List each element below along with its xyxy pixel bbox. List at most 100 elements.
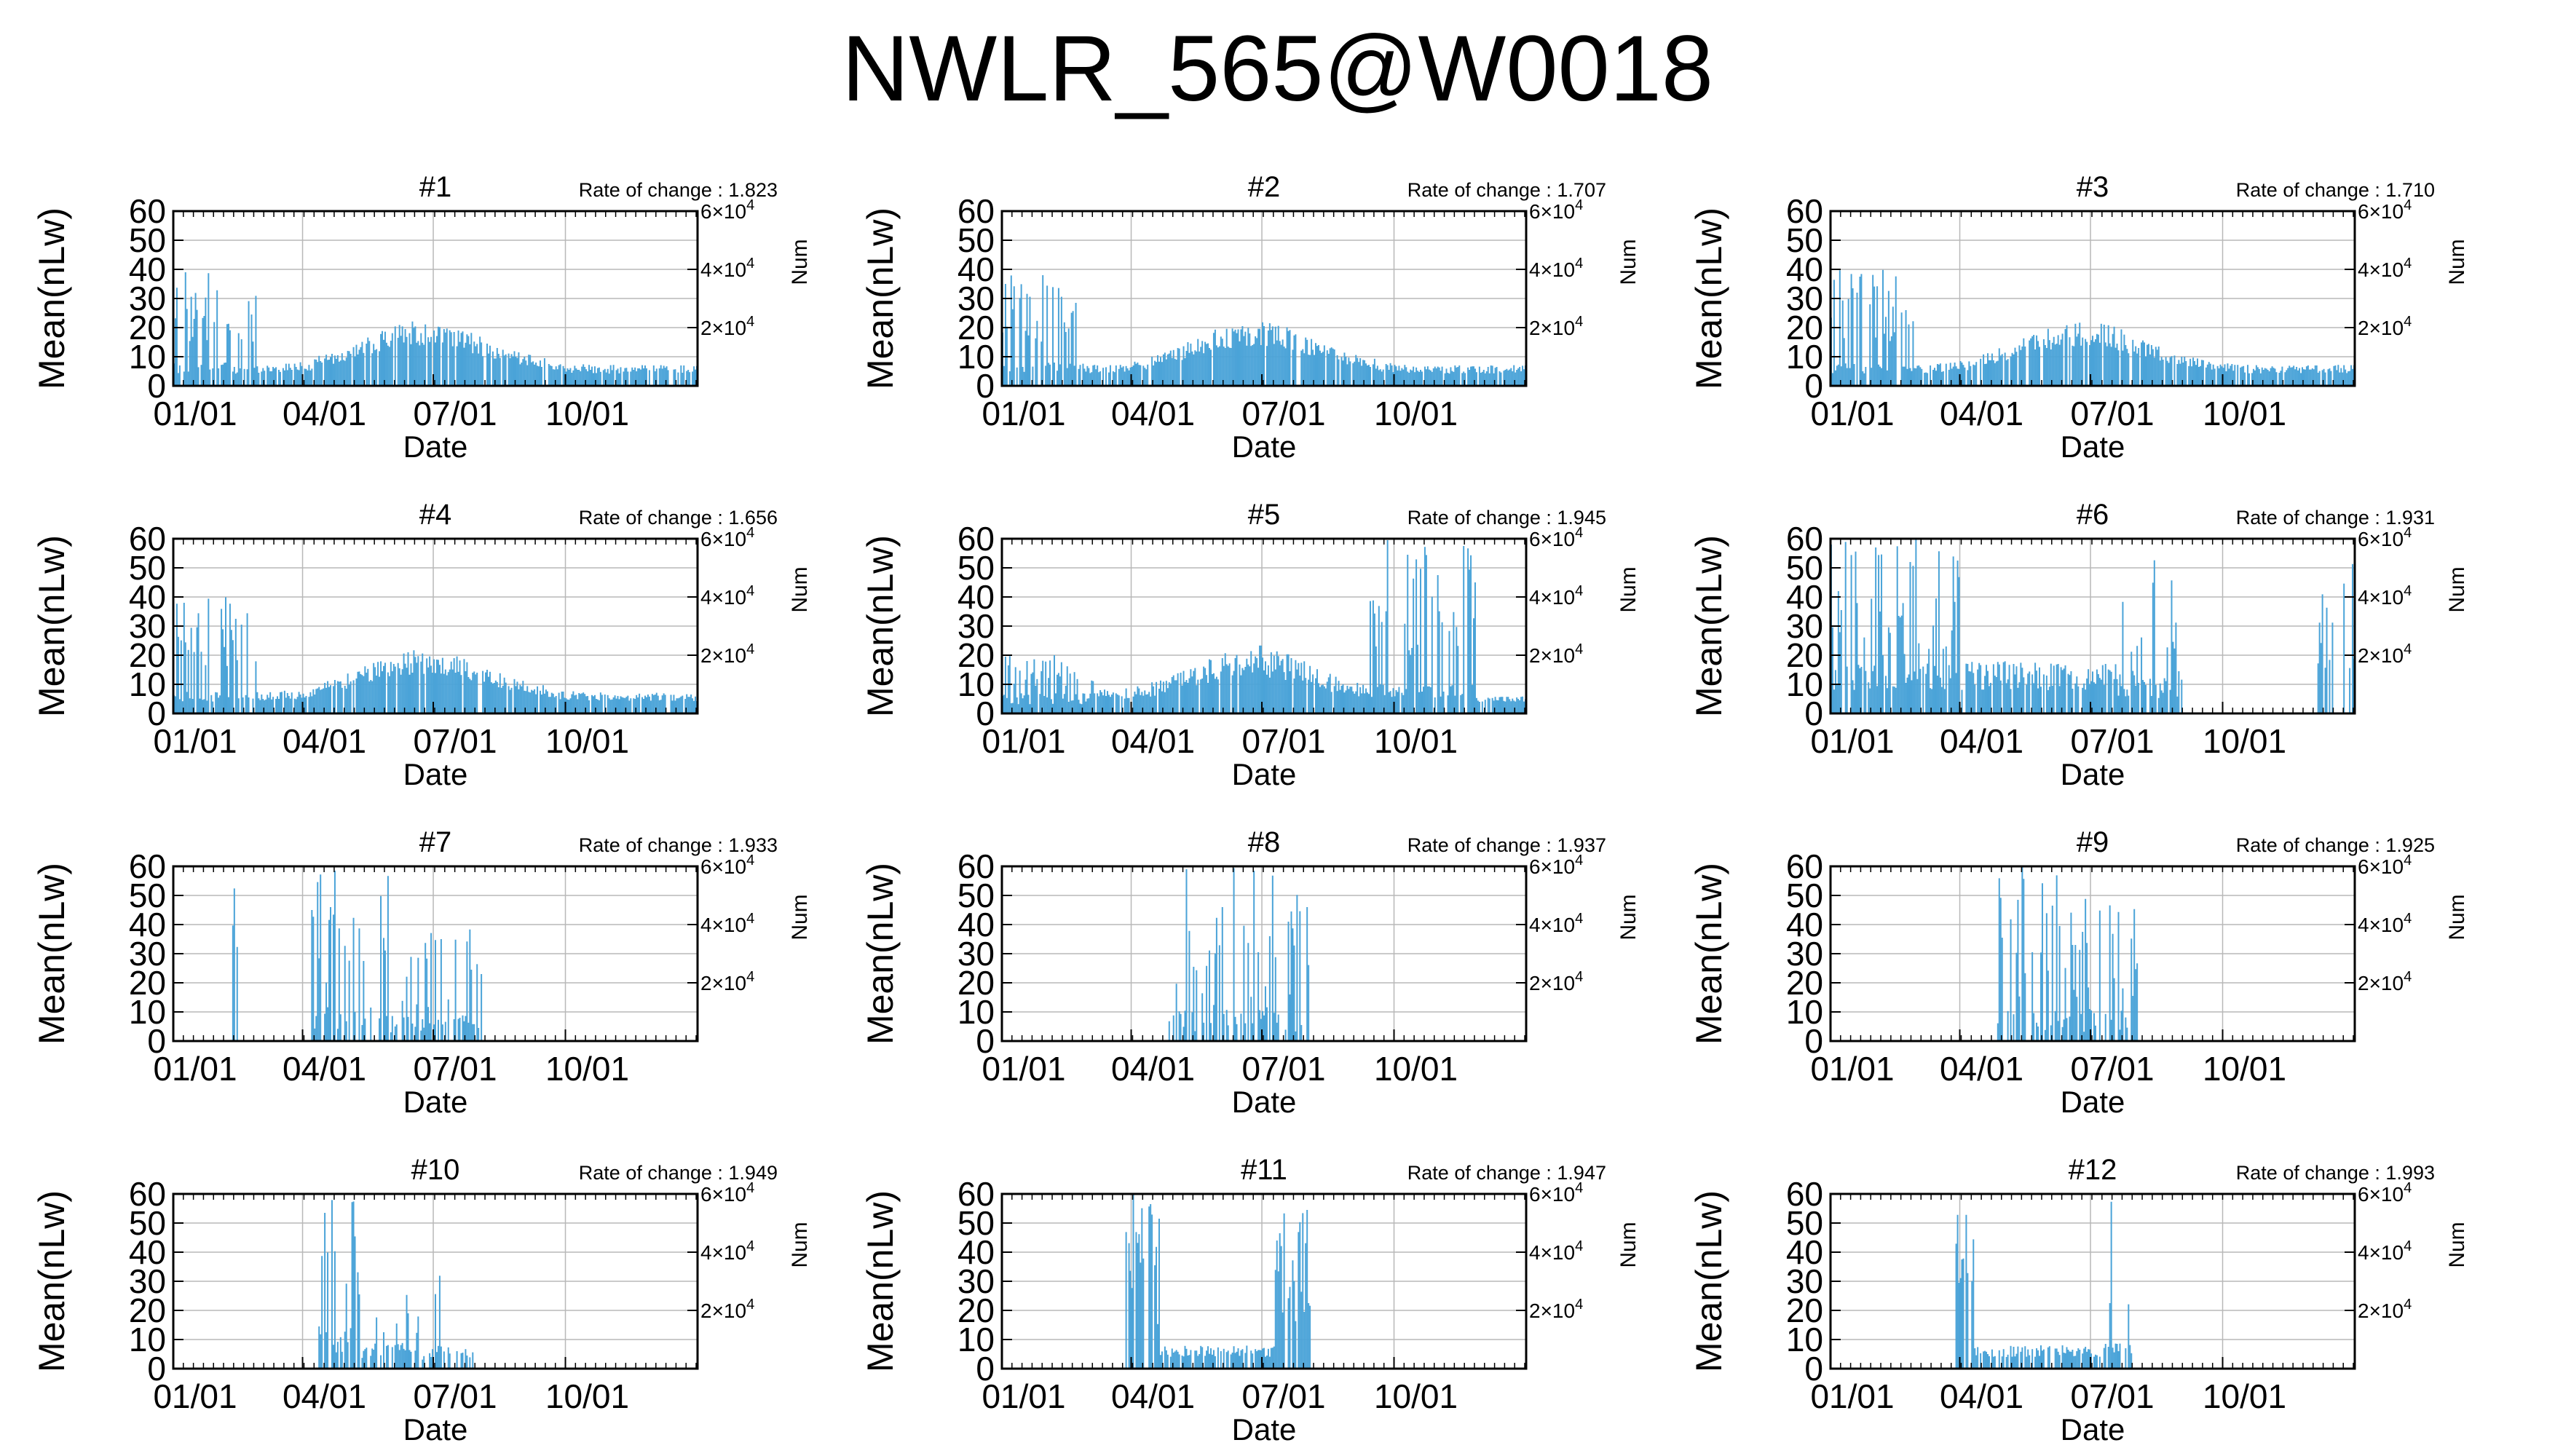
y-tick-label: 50 (129, 221, 166, 259)
y-tick-label: 30 (957, 607, 995, 645)
y-tick-label: 0 (976, 695, 995, 732)
y2-tick-label: 2×104 (1529, 641, 1583, 667)
x-axis-label: Date (1232, 1085, 1297, 1119)
y2-tick-label: 6×104 (700, 197, 754, 223)
y-tick-label: 40 (957, 906, 995, 943)
x-axis-label: Date (1232, 757, 1297, 791)
panel-title: #2 (1248, 171, 1281, 203)
x-tick-label: 07/01 (2070, 395, 2154, 432)
y-tick-label: 20 (957, 964, 995, 1002)
x-tick-label: 07/01 (1241, 395, 1325, 432)
y-tick-label: 10 (1786, 665, 1823, 703)
x-tick-label: 10/01 (545, 722, 629, 760)
y-tick-label: 50 (129, 1204, 166, 1242)
y-tick-label: 20 (1786, 964, 1823, 1002)
y2-tick-label: 2×104 (700, 314, 754, 339)
y-tick-label: 40 (957, 250, 995, 288)
x-tick-label: 01/01 (1810, 722, 1894, 760)
panel-title: #6 (2077, 499, 2109, 531)
rate-of-change-label: Rate of change : 1.937 (1407, 834, 1606, 856)
x-tick-label: 07/01 (2070, 1377, 2154, 1415)
y2-tick-label: 2×104 (2358, 1297, 2412, 1322)
y-tick-label: 30 (1786, 935, 1823, 973)
y-axis-label: Mean(nLw) (860, 863, 901, 1045)
y-tick-label: 30 (957, 280, 995, 317)
y-axis-label: Mean(nLw) (31, 535, 72, 717)
y-tick-label: 10 (1786, 993, 1823, 1031)
panel-title: #12 (2069, 1154, 2117, 1186)
y2-tick-label: 4×104 (2358, 911, 2412, 936)
x-tick-label: 04/01 (1111, 395, 1195, 432)
x-tick-label: 04/01 (1111, 722, 1195, 760)
y2-tick-label: 2×104 (700, 969, 754, 994)
rate-of-change-label: Rate of change : 1.823 (579, 179, 778, 201)
y2-tick-label: 6×104 (1529, 197, 1583, 223)
y-tick-label: 40 (1786, 906, 1823, 943)
x-tick-label: 07/01 (1241, 722, 1325, 760)
x-tick-label: 07/01 (2070, 1050, 2154, 1088)
x-tick-label: 04/01 (283, 1050, 366, 1088)
x-axis-label: Date (403, 1085, 468, 1119)
y2-tick-label: 4×104 (1529, 256, 1583, 281)
y-tick-label: 10 (957, 993, 995, 1031)
y-tick-label: 30 (129, 607, 166, 645)
y2-tick-label: 4×104 (700, 583, 754, 609)
y-tick-label: 50 (1786, 877, 1823, 914)
x-axis-label: Date (403, 430, 468, 464)
y-tick-label: 40 (129, 1233, 166, 1271)
x-tick-label: 01/01 (153, 395, 237, 432)
page-title: NWLR_565@W0018 (841, 17, 1714, 121)
rate-of-change-label: Rate of change : 1.656 (579, 507, 778, 529)
y2-tick-label: 4×104 (2358, 1238, 2412, 1264)
y-tick-label: 40 (957, 578, 995, 616)
x-axis-label: Date (2061, 430, 2125, 464)
panel-title: #4 (419, 499, 452, 531)
y2-axis-label: Num (2445, 566, 2469, 612)
y-tick-label: 10 (957, 1321, 995, 1358)
y-tick-label: 50 (129, 549, 166, 587)
x-tick-label: 10/01 (545, 1050, 629, 1088)
panel-title: #9 (2077, 826, 2109, 858)
y2-axis-label: Num (788, 566, 812, 612)
y-tick-label: 30 (1786, 607, 1823, 645)
x-tick-label: 07/01 (413, 1377, 497, 1415)
y2-tick-label: 2×104 (2358, 314, 2412, 339)
y-axis-label: Mean(nLw) (860, 1190, 901, 1372)
x-tick-label: 01/01 (1810, 395, 1894, 432)
x-tick-label: 10/01 (2203, 722, 2286, 760)
y2-tick-label: 4×104 (700, 1238, 754, 1264)
x-axis-label: Date (1232, 430, 1297, 464)
y2-tick-label: 4×104 (1529, 583, 1583, 609)
rate-of-change-label: Rate of change : 1.707 (1407, 179, 1606, 201)
y-axis-label: Mean(nLw) (860, 207, 901, 389)
y2-axis-label: Num (2445, 239, 2469, 285)
rate-of-change-label: Rate of change : 1.947 (1407, 1162, 1606, 1184)
x-tick-label: 07/01 (413, 1050, 497, 1088)
y-tick-label: 60 (1786, 1175, 1823, 1213)
x-tick-label: 07/01 (1241, 1050, 1325, 1088)
panel-title: #8 (1248, 826, 1281, 858)
y2-axis-label: Num (1616, 566, 1640, 612)
y2-tick-label: 2×104 (2358, 641, 2412, 667)
panel-title: #1 (419, 171, 452, 203)
y-tick-label: 0 (1804, 695, 1823, 732)
y-tick-label: 50 (1786, 1204, 1823, 1242)
x-tick-label: 10/01 (545, 395, 629, 432)
y-tick-label: 20 (1786, 636, 1823, 674)
y2-tick-label: 4×104 (700, 911, 754, 936)
y2-tick-label: 4×104 (1529, 1238, 1583, 1264)
y-tick-label: 10 (1786, 1321, 1823, 1358)
y-tick-label: 30 (1786, 1262, 1823, 1300)
y-tick-label: 50 (1786, 549, 1823, 587)
y-tick-label: 0 (1804, 367, 1823, 405)
y-tick-label: 30 (129, 935, 166, 973)
y-tick-label: 50 (1786, 221, 1823, 259)
x-tick-label: 01/01 (982, 722, 1065, 760)
x-tick-label: 04/01 (1940, 395, 2023, 432)
rate-of-change-label: Rate of change : 1.710 (2236, 179, 2435, 201)
x-tick-label: 10/01 (2203, 1377, 2286, 1415)
y-tick-label: 0 (976, 367, 995, 405)
y-tick-label: 0 (976, 1350, 995, 1388)
x-tick-label: 10/01 (1374, 395, 1458, 432)
rate-of-change-label: Rate of change : 1.931 (2236, 507, 2435, 529)
